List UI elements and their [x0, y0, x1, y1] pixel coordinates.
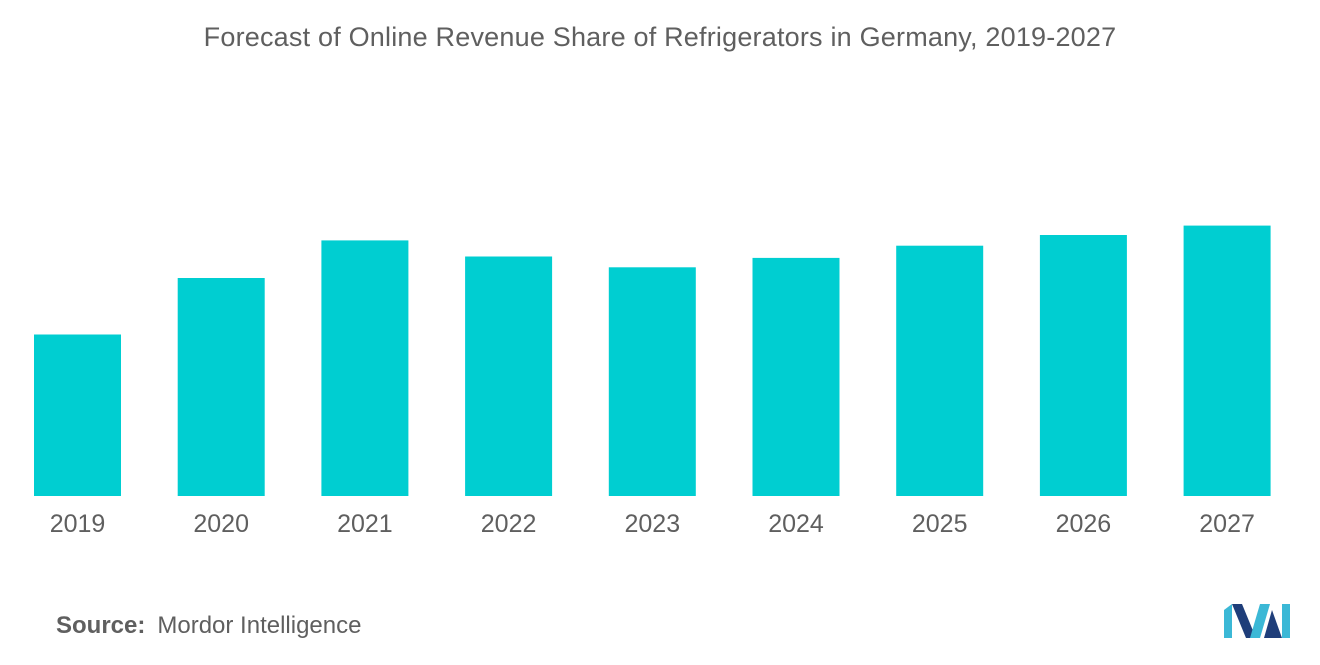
bar-2020: [177, 278, 265, 496]
bar-2022: [465, 256, 553, 496]
chart-title: Forecast of Online Revenue Share of Refr…: [203, 22, 1117, 52]
bar-2026: [1039, 235, 1127, 496]
bar-2019: [34, 334, 121, 496]
logo-left-diagonal: [1232, 604, 1256, 638]
bar-2025: [896, 245, 984, 496]
logo-mid-diagonal: [1250, 604, 1270, 638]
x-tick-label-2024: 2024: [768, 510, 824, 538]
x-tick-label-2019: 2019: [50, 510, 106, 538]
logo-right-bar: [1282, 604, 1290, 638]
logo-right-diagonal: [1264, 610, 1282, 638]
bar-2024: [752, 257, 840, 496]
source-line: Source: Mordor Intelligence: [56, 612, 361, 640]
bar-2027: [1183, 225, 1271, 496]
bar-2021: [321, 240, 409, 496]
x-tick-label-2025: 2025: [912, 510, 968, 538]
x-tick-label-2022: 2022: [481, 510, 537, 538]
x-tick-label-2027: 2027: [1199, 510, 1255, 538]
bar-2023: [608, 267, 696, 496]
x-tick-label-2020: 2020: [193, 510, 249, 538]
mordor-intelligence-logo: [1224, 604, 1290, 638]
logo-left-bar: [1224, 604, 1232, 638]
x-tick-label-2023: 2023: [624, 510, 680, 538]
source-label: Source:: [56, 612, 146, 639]
source-value: Mordor Intelligence: [157, 612, 362, 639]
x-tick-label-2026: 2026: [1056, 510, 1112, 538]
x-tick-label-2021: 2021: [337, 510, 393, 538]
